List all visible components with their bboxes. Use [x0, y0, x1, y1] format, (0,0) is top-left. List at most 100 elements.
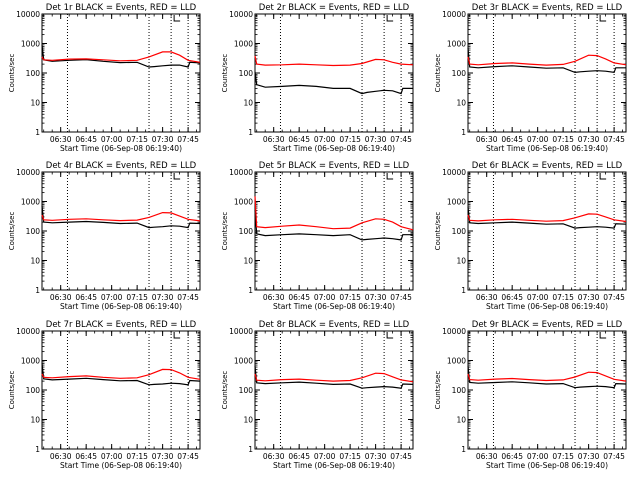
x-tick-label: 07:00	[527, 293, 549, 302]
plot-frame	[254, 171, 414, 291]
panel-title: Det 3r BLACK = Events, RED = LLD	[472, 3, 623, 13]
x-tick-label: 06:45	[501, 135, 523, 144]
x-tick-label: 07:00	[314, 135, 336, 144]
plot-frame	[467, 13, 627, 133]
x-tick-label: 06:30	[50, 135, 72, 144]
x-tick-label: 07:15	[126, 293, 148, 302]
y-axis-label: Counts/sec	[8, 212, 16, 251]
x-tick-label: 07:15	[126, 135, 148, 144]
panel-title: Det 2r BLACK = Events, RED = LLD	[259, 3, 410, 13]
x-axis-label: Start Time (06-Sep-08 06:19:40)	[273, 461, 395, 470]
x-tick-label: 06:45	[288, 452, 310, 461]
lld-series-line	[41, 211, 201, 222]
lld-series-line	[41, 368, 201, 380]
x-tick-label: 07:30	[365, 135, 387, 144]
plot-frame	[41, 13, 201, 133]
x-tick-label: 06:45	[288, 135, 310, 144]
y-tick-label: 10	[456, 257, 466, 266]
x-tick-label: 07:30	[578, 135, 600, 144]
y-axis-label: Counts/sec	[434, 371, 442, 410]
lld-series-line	[467, 371, 627, 382]
bracket-mark	[599, 332, 607, 339]
panel-det-2r: Det 2r BLACK = Events, RED = LLD 1 10 100 10…	[221, 3, 414, 153]
panel-title: Det 1r BLACK = Events, RED = LLD	[46, 3, 197, 13]
bracket-mark	[173, 173, 181, 180]
y-tick-label: 1	[35, 128, 40, 137]
x-tick-label: 07:30	[152, 452, 174, 461]
lld-series-line	[41, 51, 201, 63]
bracket-mark	[386, 15, 394, 22]
x-tick-label: 07:45	[177, 452, 199, 461]
events-series-line	[254, 365, 414, 389]
y-tick-label: 100	[239, 227, 254, 236]
y-tick-label: 10000	[16, 168, 40, 177]
x-tick-label: 07:15	[339, 452, 361, 461]
panel-title: Det 5r BLACK = Events, RED = LLD	[259, 161, 410, 171]
x-tick-label: 07:00	[314, 293, 336, 302]
y-axis-label: Counts/sec	[221, 371, 229, 410]
y-tick-label: 100	[26, 227, 41, 236]
x-axis-label: Start Time (06-Sep-08 06:19:40)	[60, 302, 182, 311]
y-tick-label: 10	[456, 99, 466, 108]
events-series-line	[467, 206, 627, 229]
x-tick-label: 07:30	[578, 452, 600, 461]
x-tick-label: 07:15	[552, 293, 574, 302]
lld-series-line	[254, 372, 414, 383]
x-axis-label: Start Time (06-Sep-08 06:19:40)	[60, 144, 182, 153]
y-tick-label: 10	[243, 99, 253, 108]
x-tick-label: 06:30	[263, 293, 285, 302]
y-tick-label: 100	[26, 69, 41, 78]
x-tick-label: 07:30	[152, 293, 174, 302]
plot-frame	[254, 330, 414, 450]
x-tick-label: 07:00	[527, 135, 549, 144]
lld-series-line	[467, 213, 627, 223]
x-axis-label: Start Time (06-Sep-08 06:19:40)	[486, 461, 608, 470]
x-tick-label: 07:00	[527, 452, 549, 461]
plot-frame	[41, 171, 201, 291]
x-tick-label: 06:30	[476, 452, 498, 461]
plot-frame	[467, 330, 627, 450]
lld-series-line	[254, 196, 414, 231]
x-tick-label: 06:45	[501, 452, 523, 461]
panel-det-4r: Det 4r BLACK = Events, RED = LLD 1 10 100 10…	[8, 161, 201, 311]
x-tick-label: 07:15	[339, 135, 361, 144]
bracket-mark	[599, 15, 607, 22]
x-tick-label: 07:00	[101, 293, 123, 302]
y-tick-label: 1	[461, 445, 466, 454]
bracket-mark	[386, 332, 394, 339]
y-tick-label: 100	[452, 386, 467, 395]
bracket-mark	[599, 173, 607, 180]
y-tick-label: 10000	[229, 10, 253, 19]
panel-det-3r: Det 3r BLACK = Events, RED = LLD 1 10 100 10…	[434, 3, 627, 153]
y-axis-label: Counts/sec	[434, 54, 442, 93]
x-axis-label: Start Time (06-Sep-08 06:19:40)	[486, 144, 608, 153]
bracket-mark	[173, 332, 181, 339]
x-tick-label: 07:45	[603, 452, 625, 461]
y-tick-label: 10000	[442, 327, 466, 336]
x-tick-label: 07:00	[101, 452, 123, 461]
y-tick-label: 10000	[16, 10, 40, 19]
panel-det-5r: Det 5r BLACK = Events, RED = LLD 1 10 100 10…	[221, 161, 414, 311]
y-tick-label: 1	[461, 286, 466, 295]
y-axis-label: Counts/sec	[221, 54, 229, 93]
y-tick-label: 10000	[16, 327, 40, 336]
y-tick-label: 1000	[447, 357, 466, 366]
x-axis-label: Start Time (06-Sep-08 06:19:40)	[486, 302, 608, 311]
x-tick-label: 07:15	[339, 293, 361, 302]
x-tick-label: 07:45	[177, 293, 199, 302]
y-tick-label: 10	[456, 416, 466, 425]
x-tick-label: 06:45	[75, 135, 97, 144]
x-tick-label: 07:45	[177, 135, 199, 144]
bracket-mark	[173, 15, 181, 22]
x-tick-label: 06:45	[75, 452, 97, 461]
y-tick-label: 10000	[229, 168, 253, 177]
y-tick-label: 1	[248, 128, 253, 137]
y-axis-label: Counts/sec	[221, 212, 229, 251]
x-tick-label: 07:45	[390, 452, 412, 461]
y-tick-label: 10	[243, 257, 253, 266]
panel-title: Det 7r BLACK = Events, RED = LLD	[46, 320, 197, 330]
y-tick-label: 1000	[234, 40, 253, 49]
panel-title: Det 4r BLACK = Events, RED = LLD	[46, 161, 197, 171]
y-tick-label: 100	[239, 69, 254, 78]
y-tick-label: 1	[248, 286, 253, 295]
